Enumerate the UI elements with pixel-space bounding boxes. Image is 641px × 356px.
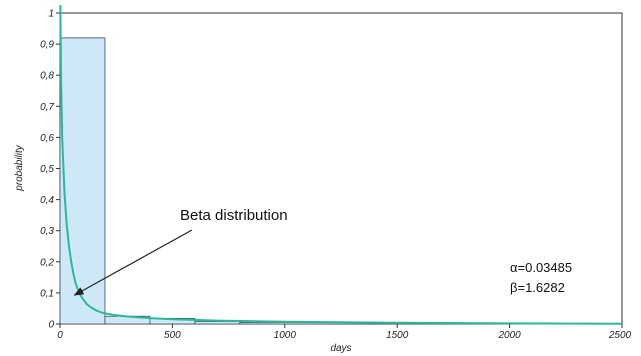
y-tick-label: 0,7 xyxy=(40,102,54,113)
plot-area xyxy=(59,12,623,325)
y-tick-label: 0,8 xyxy=(40,71,54,82)
x-tick-label: 2000 xyxy=(497,330,521,341)
x-axis: 0 500 1000 1500 2000 2500 xyxy=(57,324,632,341)
x-axis-label: days xyxy=(330,343,351,354)
annotation-label: Beta distribution xyxy=(180,207,288,224)
y-tick-label: 0 xyxy=(48,320,54,331)
y-tick-label: 1 xyxy=(48,9,54,20)
x-tick-label: 2500 xyxy=(608,330,632,341)
y-axis: 0 0,1 0,2 0,3 0,4 0,5 0,6 0,7 0,8 0,9 1 xyxy=(40,9,60,331)
y-tick-label: 0,5 xyxy=(40,164,54,175)
y-axis-label: probability xyxy=(14,144,25,192)
beta-param: β=1.6282 xyxy=(510,280,565,295)
y-tick-label: 0,4 xyxy=(40,195,54,206)
histogram-bar-0 xyxy=(59,37,106,325)
y-tick-label: 0,2 xyxy=(40,257,54,268)
alpha-param: α=0.03485 xyxy=(510,260,572,275)
x-tick-label: 0 xyxy=(57,330,63,341)
y-tick-label: 0,3 xyxy=(40,226,54,237)
x-tick-label: 500 xyxy=(164,330,181,341)
histogram-bar-3 xyxy=(194,321,241,325)
x-tick-label: 1500 xyxy=(386,330,409,341)
fit-curve-line xyxy=(59,5,623,325)
y-tick-label: 0,9 xyxy=(40,40,54,51)
y-tick-label: 0,1 xyxy=(40,288,54,299)
annotation-arrow xyxy=(73,229,193,296)
x-tick-label: 1000 xyxy=(274,330,297,341)
y-tick-label: 0,6 xyxy=(40,133,54,144)
